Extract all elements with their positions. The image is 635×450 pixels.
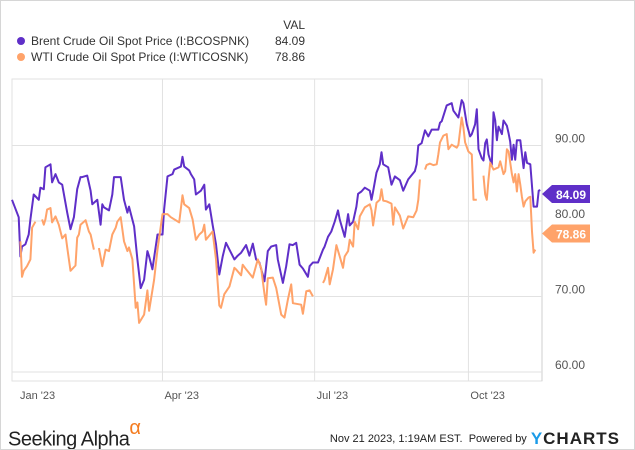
legend-value: 78.86 bbox=[274, 50, 305, 64]
legend: VAL Brent Crude Oil Spot Price (I:BCOSPN… bbox=[17, 17, 305, 65]
y-tick-label: 70.00 bbox=[555, 282, 585, 296]
x-tick-label: Apr '23 bbox=[164, 390, 199, 402]
legend-item-wti[interactable]: WTI Crude Oil Spot Price (I:WTICOSNK) 78… bbox=[17, 49, 305, 65]
footer-credit: Nov 21 2023, 1:19AM EST. Powered by YCHA… bbox=[330, 429, 620, 449]
brand-name: Seeking Alpha bbox=[8, 428, 130, 450]
last-value-label: 78.86 bbox=[556, 228, 586, 242]
last-value-label: 84.09 bbox=[556, 188, 586, 202]
y-tick-label: 90.00 bbox=[555, 131, 585, 145]
legend-header: VAL bbox=[283, 18, 305, 32]
legend-label: WTI Crude Oil Spot Price (I:WTICOSNK) bbox=[31, 50, 249, 64]
line-chart: 60.00 70.00 80.00 90.00 Jan '23 Apr '23 Jul '2… bbox=[11, 78, 590, 402]
ycharts-y: Y bbox=[530, 429, 544, 448]
brent-dot-icon bbox=[17, 37, 25, 45]
series-line-wti bbox=[19, 116, 537, 324]
ycharts-text: CHARTS bbox=[543, 429, 620, 448]
powered-by: Powered by bbox=[468, 433, 527, 445]
last-value-flag bbox=[542, 224, 590, 243]
timestamp: Nov 21 2023, 1:19AM EST. bbox=[329, 433, 463, 445]
y-tick-label: 60.00 bbox=[555, 358, 585, 372]
ycharts-logo[interactable]: YCHARTS bbox=[531, 429, 620, 449]
y-tick-label: 80.00 bbox=[555, 207, 585, 221]
legend-value: 84.09 bbox=[274, 34, 305, 48]
x-tick-label: Jan '23 bbox=[20, 390, 55, 402]
legend-item-brent[interactable]: Brent Crude Oil Spot Price (I:BCOSPNK) 8… bbox=[17, 33, 305, 49]
last-value-flag bbox=[542, 185, 590, 204]
seeking-alpha-logo: Seeking Alphaα bbox=[8, 417, 141, 450]
alpha-mark-icon: α bbox=[129, 417, 141, 439]
legend-label: Brent Crude Oil Spot Price (I:BCOSPNK) bbox=[31, 34, 250, 48]
x-tick-label: Jul '23 bbox=[317, 390, 348, 402]
x-tick-label: Oct '23 bbox=[470, 390, 505, 402]
wti-dot-icon bbox=[17, 53, 25, 61]
series-line-brent bbox=[11, 99, 541, 290]
